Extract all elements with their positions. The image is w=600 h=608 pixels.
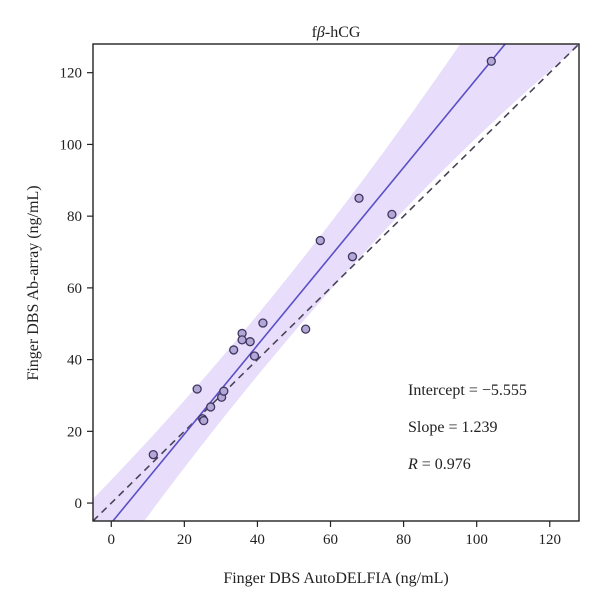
x-axis: 0 20 40 60 80 100 120: [108, 521, 561, 548]
data-point: [387, 209, 397, 220]
data-point: [486, 56, 496, 66]
data-point: [237, 335, 247, 345]
regression-line: [111, 44, 507, 521]
y-tick-label: 20: [67, 424, 82, 440]
y-tick-label: 80: [67, 209, 82, 225]
x-tick-label: 40: [250, 532, 265, 548]
data-point: [245, 337, 255, 347]
intercept-annotation: Intercept = −5.555: [408, 382, 527, 399]
line-layer: [93, 44, 579, 521]
data-point: [354, 193, 364, 203]
y-tick-label: 0: [75, 496, 83, 512]
x-tick-label: 60: [323, 532, 338, 548]
data-point: [219, 386, 229, 396]
plot-frame: [92, 43, 580, 522]
confidence-band-area: [93, 44, 579, 521]
data-point: [258, 318, 268, 328]
data-point: [315, 235, 325, 246]
x-axis-label: Finger DBS AutoDELFIA (ng/mL): [223, 570, 448, 587]
data-point: [199, 415, 209, 426]
y-tick-label: 40: [67, 353, 82, 369]
y-axis: 0 20 40 60 80 100 120: [60, 66, 93, 512]
x-tick-label: 0: [108, 532, 116, 548]
confidence-band: [93, 44, 579, 521]
data-point: [249, 351, 260, 361]
r-annotation: R = 0.976: [407, 456, 471, 473]
data-point: [206, 402, 216, 412]
point-layer: [148, 56, 496, 460]
identity-line: [93, 44, 579, 521]
data-point: [192, 384, 202, 394]
data-point: [229, 345, 239, 355]
data-point: [301, 324, 311, 334]
x-tick-label: 20: [177, 532, 192, 548]
x-tick-label: 100: [465, 532, 488, 548]
y-tick-label: 100: [60, 137, 83, 153]
statistics-annotation: Intercept = −5.555 Slope = 1.239 R = 0.9…: [407, 382, 527, 473]
y-tick-label: 120: [60, 66, 83, 82]
y-axis-label: Finger DBS Ab-array (ng/mL): [25, 185, 42, 380]
x-tick-label: 120: [539, 532, 562, 548]
y-tick-label: 60: [67, 281, 82, 297]
data-point: [148, 450, 158, 460]
slope-annotation: Slope = 1.239: [408, 419, 497, 436]
x-tick-label: 80: [396, 532, 411, 548]
data-point: [347, 252, 358, 262]
chart-title: fβ-hCG: [312, 24, 361, 41]
